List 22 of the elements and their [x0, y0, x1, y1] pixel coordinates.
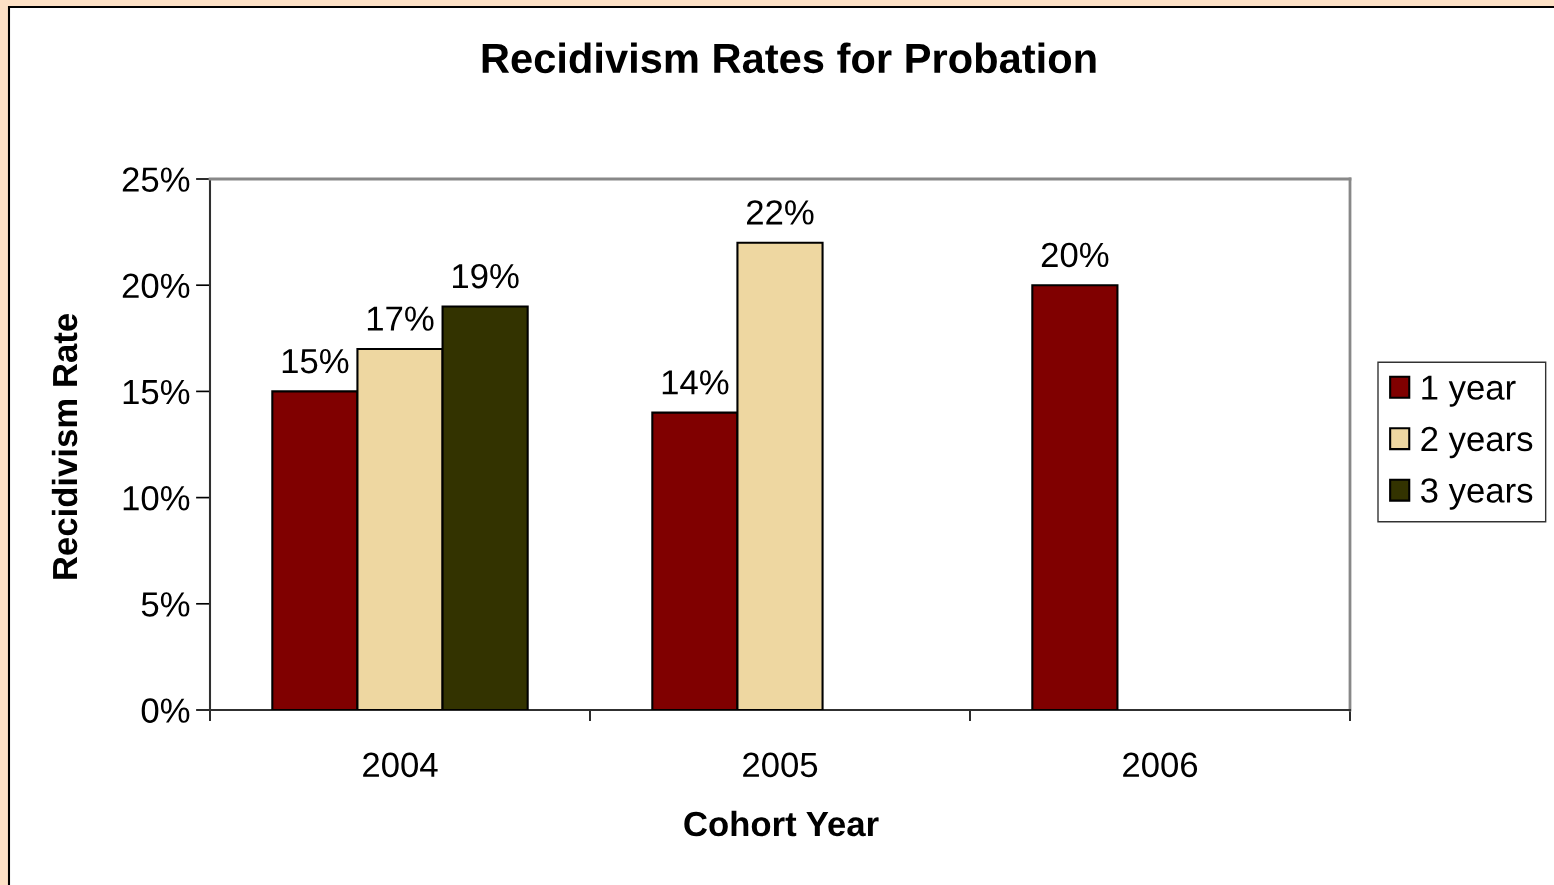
- y-tick-label: 20%: [122, 273, 190, 299]
- data-label: 14%: [662, 370, 729, 395]
- data-label: 20%: [1041, 242, 1109, 268]
- y-axis-title: Recidivism Rate: [51, 314, 78, 579]
- y-tick-label: 25%: [122, 167, 190, 192]
- y-tick-label: 10%: [123, 485, 190, 511]
- data-label: 22%: [747, 200, 814, 225]
- legend-label: 3 years: [1420, 478, 1533, 510]
- y-tick-label: 0%: [141, 698, 190, 723]
- x-tick-label: 2004: [363, 752, 438, 778]
- data-label: 19%: [453, 263, 519, 289]
- x-tick-label: 2005: [743, 752, 818, 778]
- y-tick-label: 5%: [141, 592, 190, 617]
- y-tick-label: 15%: [123, 379, 190, 405]
- x-axis-title: Cohort Year: [684, 810, 879, 837]
- chart-title: Recidivism Rates for Probation: [482, 42, 1096, 74]
- legend-label: 2 years: [1421, 426, 1533, 459]
- legend-label: 1 year: [1422, 375, 1516, 407]
- bar: [1031, 284, 1119, 710]
- data-label: 17%: [367, 306, 434, 331]
- data-label: 15%: [282, 348, 349, 374]
- x-tick-label: 2006: [1123, 752, 1198, 778]
